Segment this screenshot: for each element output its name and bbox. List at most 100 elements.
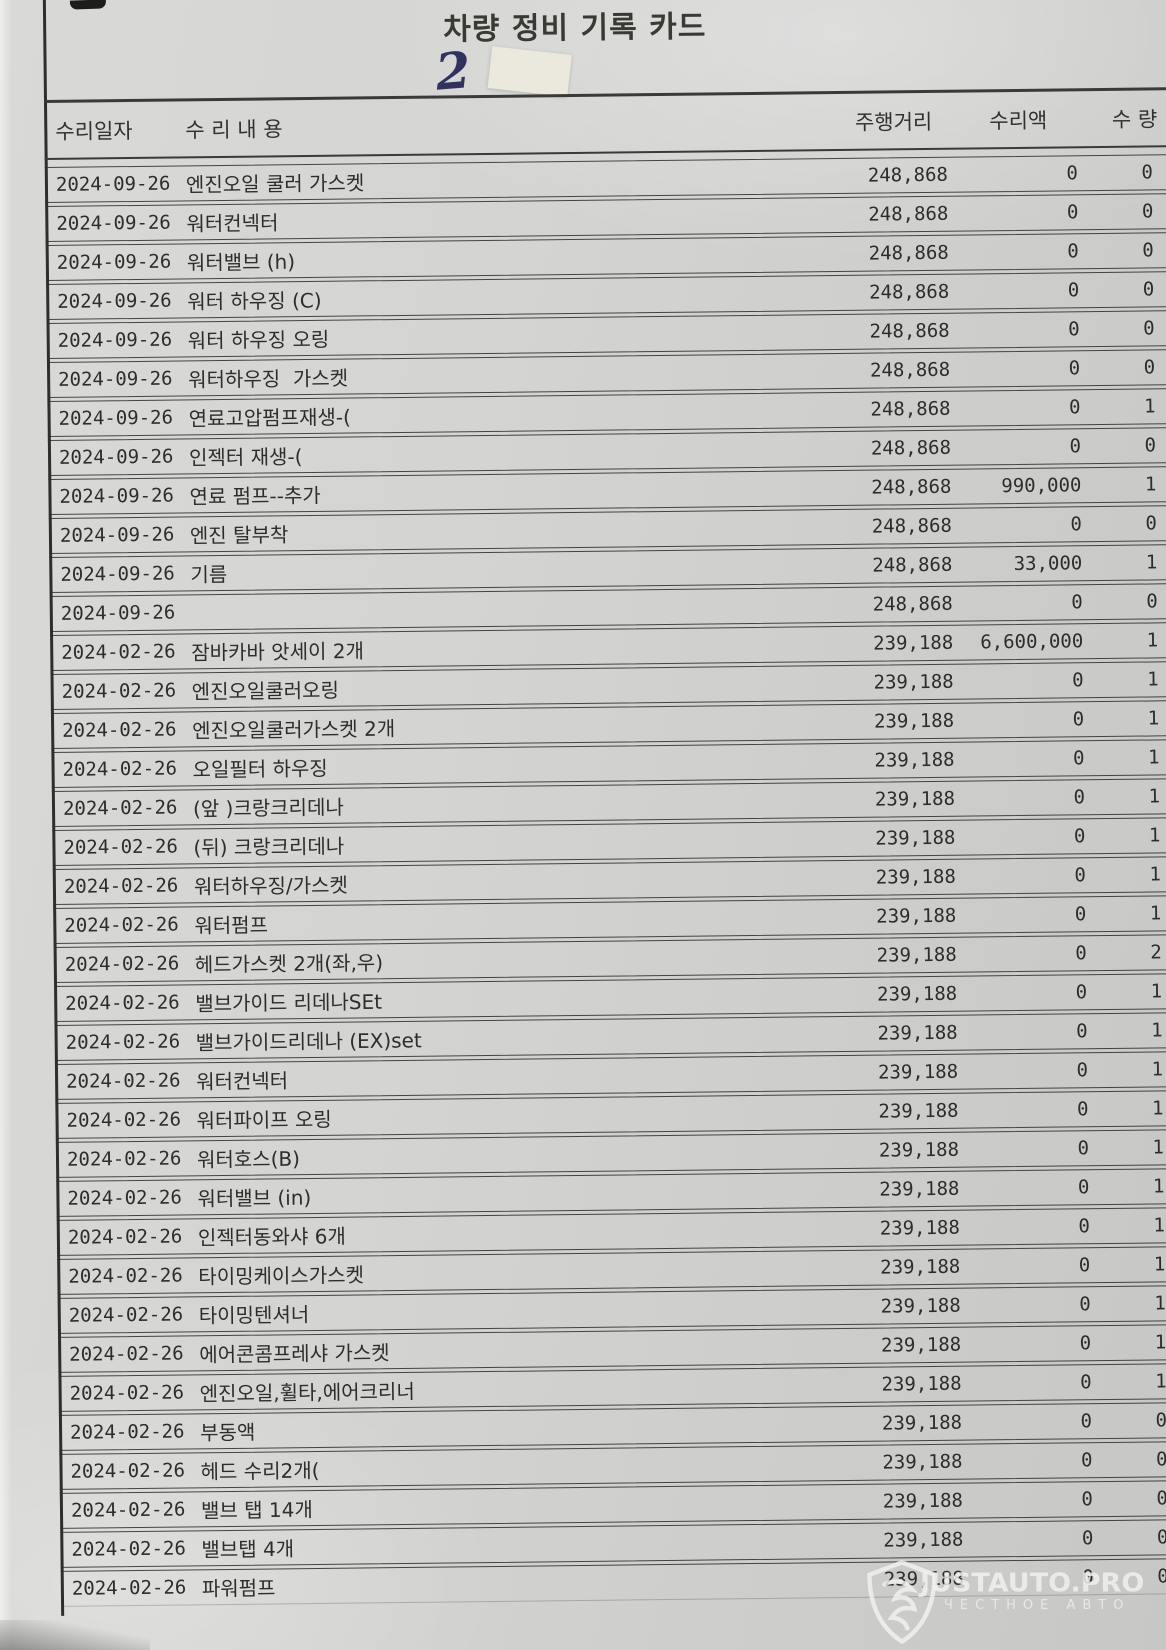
date-cell: 2024-02-26 <box>67 1225 183 1249</box>
date-cell: 2024-02-26 <box>65 991 180 1015</box>
qty-cell: 2 <box>1150 941 1162 964</box>
qty-cell: 1 <box>1145 551 1158 574</box>
content-cell: 부동액 <box>199 1420 256 1445</box>
qty-cell: 1 <box>1143 395 1156 418</box>
content-cell: 엔진오일,휠타,에어크리너 <box>199 1379 415 1406</box>
qty-cell: 1 <box>1146 629 1159 652</box>
content-cell: 워터컨넥터 <box>196 1068 289 1094</box>
content-cell: 엔진 탈부착 <box>189 522 289 548</box>
qty-cell: 0 <box>1142 278 1155 301</box>
header-qty: 수 량 <box>1111 107 1158 132</box>
qty-cell: 1 <box>1154 1292 1166 1315</box>
content-cell: 워터 하우징 오링 <box>187 327 330 353</box>
content-cell: (뒤) 크랑크리데나 <box>193 834 345 860</box>
qty-cell: 0 <box>1146 590 1158 613</box>
handwritten-page-number: 2 <box>433 40 473 102</box>
qty-cell: 0 <box>1145 512 1157 535</box>
content-cell: 오일필터 하우징 <box>192 756 328 782</box>
watermark-title: JUSTAUTO.PRO <box>920 1568 1145 1599</box>
qty-cell: 0 <box>1141 161 1154 184</box>
date-cell: 2024-02-26 <box>63 874 179 898</box>
content-cell: 타이밍케이스가스켓 <box>198 1262 365 1289</box>
header-date: 수리일자 <box>55 118 133 144</box>
qty-cell: 0 <box>1141 200 1154 223</box>
date-cell: 2024-09-26 <box>57 328 173 352</box>
content-cell: 엔진오일 쿨러 가스켓 <box>185 170 365 197</box>
scanned-sheet: 차량 정비 기록 카드 2 수리일자 수 리 내 용 주행거리 수리액 수 량 … <box>42 0 1166 1650</box>
date-cell: 2024-02-26 <box>62 757 178 781</box>
date-cell: 2024-09-26 <box>55 172 171 196</box>
watermark-subtitle: ЧЕСТНОЕ АВТО <box>944 1598 1131 1613</box>
content-cell: (앞 )크랑크리데나 <box>192 795 344 821</box>
date-cell: 2024-02-26 <box>66 1069 181 1093</box>
content-cell: 잠바카바 앗세이 2개 <box>191 638 365 665</box>
qty-cell: 1 <box>1148 824 1161 847</box>
content-cell: 에어콘콤프레샤 가스켓 <box>199 1340 390 1367</box>
qty-cell: 1 <box>1144 473 1157 496</box>
date-cell: 2024-09-26 <box>60 601 176 625</box>
qty-cell: 0 <box>1142 239 1154 262</box>
date-cell: 2024-02-26 <box>69 1342 184 1366</box>
date-cell: 2024-09-26 <box>57 289 172 313</box>
qty-cell: 1 <box>1148 785 1161 808</box>
date-cell: 2024-09-26 <box>59 523 175 547</box>
qty-cell: 1 <box>1150 980 1163 1003</box>
watermark: JUSTAUTO.PRO ЧЕСТНОЕ АВТО <box>858 1556 1166 1650</box>
date-cell: 2024-02-26 <box>68 1303 184 1327</box>
date-cell: 2024-02-26 <box>63 835 178 859</box>
content-cell: 워터밸브 (in) <box>197 1185 312 1211</box>
content-cell: 워터컨넥터 <box>186 210 279 236</box>
date-cell: 2024-02-26 <box>69 1420 185 1444</box>
content-cell: 워터펌프 <box>194 913 269 938</box>
date-cell: 2024-02-26 <box>64 952 180 976</box>
date-cell: 2024-02-26 <box>70 1498 186 1522</box>
content-cell: 밸브 탭 14개 <box>200 1497 313 1523</box>
date-cell: 2024-09-26 <box>58 445 174 469</box>
qty-cell: 1 <box>1153 1214 1165 1237</box>
qty-cell: 0 <box>1144 434 1157 457</box>
qty-cell: 0 <box>1143 356 1156 379</box>
date-cell: 2024-09-26 <box>56 250 172 274</box>
date-cell: 2024-09-26 <box>60 562 175 586</box>
qty-cell: 1 <box>1152 1136 1165 1159</box>
content-cell: 헤드 수리2개( <box>200 1458 320 1484</box>
content-cell: 파워펌프 <box>201 1575 276 1601</box>
date-cell: 2024-02-26 <box>71 1576 187 1600</box>
date-cell: 2024-09-26 <box>58 367 173 391</box>
date-cell: 2024-02-26 <box>62 796 178 820</box>
date-cell: 2024-02-26 <box>66 1108 182 1132</box>
qty-cell: 1 <box>1155 1370 1166 1393</box>
date-cell: 2024-02-26 <box>61 679 177 703</box>
table-body: 2024-09-26 엔진오일 쿨러 가스켓 248,868 0 0 2024-… <box>44 154 1166 1610</box>
wolf-shield-icon <box>867 1560 937 1645</box>
content-cell: 엔진오일쿨러가스켓 2개 <box>192 716 396 743</box>
date-cell: 2024-02-26 <box>64 913 179 937</box>
date-cell: 2024-09-26 <box>58 406 174 430</box>
qty-cell: 1 <box>1153 1253 1166 1276</box>
date-cell: 2024-02-26 <box>67 1186 182 1210</box>
date-cell: 2024-09-26 <box>59 484 174 508</box>
qty-cell: 1 <box>1147 668 1159 691</box>
content-cell: 워터파이프 오링 <box>196 1107 332 1133</box>
page-title: 차량 정비 기록 카드 <box>443 9 707 48</box>
content-cell: 밸브탭 4개 <box>201 1536 295 1562</box>
qty-cell: 0 <box>1156 1487 1166 1510</box>
tape-patch <box>487 46 572 97</box>
date-cell: 2024-02-26 <box>65 1030 181 1054</box>
content-cell: 워터하우징/가스켓 <box>193 873 349 899</box>
paper-edge-highlight <box>0 0 12 1650</box>
content-cell: 인젝터동와샤 6개 <box>197 1224 346 1250</box>
qty-cell: 1 <box>1149 863 1161 886</box>
content-cell: 엔진오일쿨러오링 <box>191 678 340 704</box>
date-cell: 2024-02-26 <box>68 1264 183 1288</box>
qty-cell: 0 <box>1156 1526 1166 1549</box>
content-cell: 타이밍텐셔너 <box>198 1302 310 1328</box>
date-cell: 2024-02-26 <box>66 1147 182 1171</box>
content-cell: 인젝터 재생-( <box>188 444 303 470</box>
qty-cell: 0 <box>1143 317 1155 340</box>
qty-cell: 1 <box>1151 1019 1163 1042</box>
qty-cell: 1 <box>1147 746 1160 769</box>
content-cell: 워터호스(B) <box>196 1146 301 1172</box>
qty-cell: 0 <box>1155 1409 1166 1432</box>
qty-cell: 0 <box>1155 1448 1166 1471</box>
